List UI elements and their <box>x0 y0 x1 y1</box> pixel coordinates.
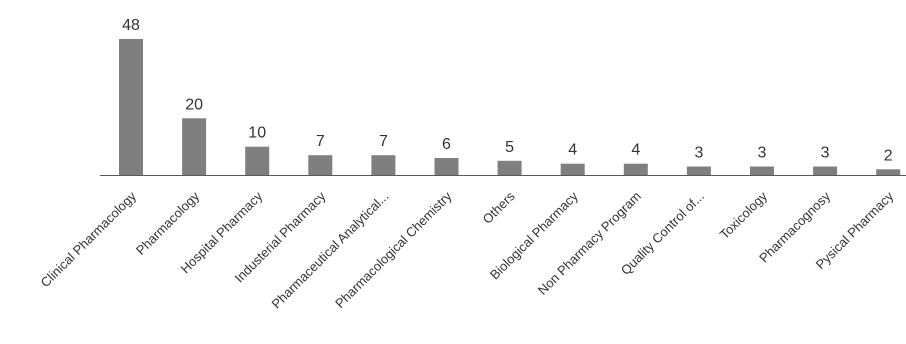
bar-6 <box>497 160 522 175</box>
data-label-5: 6 <box>442 136 451 153</box>
bar-9 <box>686 166 711 175</box>
data-label-2: 10 <box>248 125 266 142</box>
data-label-9: 3 <box>694 145 703 162</box>
x-tick-label-4: Pharmaceutical Analytical... <box>269 189 392 312</box>
data-label-6: 5 <box>505 139 514 156</box>
data-label-3: 7 <box>316 133 325 150</box>
data-label-1: 20 <box>185 96 203 113</box>
data-label-11: 3 <box>821 145 830 162</box>
x-tick-labels-group: Clinical PharmacologyPharmacologyHospita… <box>38 188 897 311</box>
x-tick-label-5: Pharmacological Chemistry <box>332 188 455 311</box>
bar-4 <box>371 155 396 175</box>
bar-11 <box>813 166 838 175</box>
bars-group <box>119 39 901 175</box>
x-tick-label-0: Clinical Pharmacology <box>38 188 140 290</box>
data-label-12: 2 <box>884 147 893 164</box>
bar-3 <box>308 155 333 175</box>
data-label-7: 4 <box>568 142 577 159</box>
data-label-4: 7 <box>379 133 388 150</box>
bar-12 <box>876 169 901 175</box>
data-label-0: 48 <box>122 17 140 34</box>
bar-7 <box>560 163 585 175</box>
bar-1 <box>182 118 207 175</box>
bar-5 <box>434 158 459 175</box>
x-tick-label-10: Toxicology <box>717 188 771 242</box>
x-tick-label-6: Others <box>480 188 519 227</box>
x-tick-label-1: Pharmacology <box>133 188 203 258</box>
data-label-8: 4 <box>631 142 640 159</box>
bar-8 <box>623 163 648 175</box>
bar-10 <box>750 166 774 175</box>
data-labels-group: 48 20 10 7 7 6 5 4 4 3 3 3 2 <box>122 17 893 164</box>
x-tick-label-8: Non Pharmacy Program <box>535 189 644 298</box>
bar-2 <box>245 146 270 175</box>
data-label-10: 3 <box>758 145 767 162</box>
bar-0 <box>119 39 143 175</box>
